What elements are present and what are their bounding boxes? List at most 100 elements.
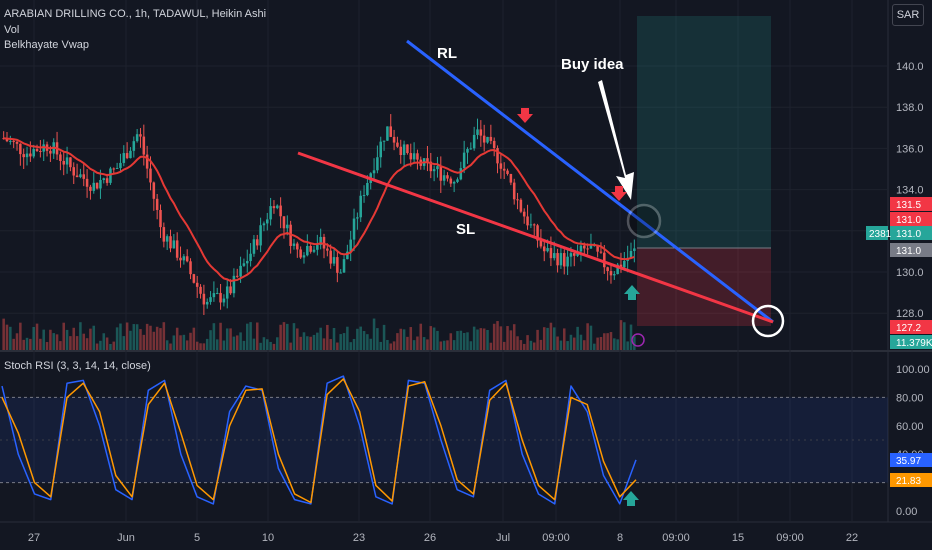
time-tick-label: 09:00: [542, 532, 570, 544]
candle-body: [362, 195, 366, 197]
volume-bar: [112, 341, 116, 350]
candle-body: [402, 144, 406, 156]
candle-body: [346, 251, 349, 260]
volume-bar: [579, 334, 583, 350]
volume-bar: [629, 324, 633, 350]
price-tick-label: 134.0: [896, 185, 924, 197]
volume-bar: [586, 323, 589, 350]
candle-body: [359, 195, 362, 218]
candle-body: [462, 152, 466, 169]
candle-body: [349, 239, 352, 252]
volume-bar: [489, 342, 493, 350]
candle-body: [342, 259, 346, 273]
candle-body: [389, 126, 393, 137]
volume-bar: [436, 330, 439, 350]
candle-body: [516, 199, 519, 201]
currency-button[interactable]: SAR: [892, 4, 924, 26]
time-tick-label: 22: [846, 532, 858, 544]
price-label-box: [890, 243, 932, 257]
candle-body: [392, 136, 396, 143]
volume-bar: [409, 327, 413, 350]
volume-bar: [312, 334, 316, 350]
candle-body: [526, 216, 529, 226]
volume-bar: [619, 320, 623, 350]
volume-bar: [426, 339, 429, 350]
volume-bar: [115, 327, 119, 350]
rsi-d-value: 21.83: [896, 476, 921, 487]
candle-body: [239, 265, 242, 277]
candle-body: [482, 135, 486, 143]
candle-body: [129, 150, 132, 159]
volume-bar: [89, 328, 92, 350]
volume-bar: [526, 335, 529, 350]
candle-body: [469, 148, 473, 150]
candle-body: [125, 153, 129, 159]
candle-body: [522, 211, 526, 217]
candle-body: [306, 245, 309, 256]
candle-body: [282, 216, 286, 229]
candle-body: [122, 153, 126, 163]
volume-bar: [379, 341, 382, 350]
volume-bar: [169, 343, 172, 350]
candle-body: [149, 168, 152, 183]
volume-bar: [152, 331, 156, 350]
volume-bar: [539, 339, 543, 350]
volume-bar: [235, 335, 239, 350]
candle-body: [202, 293, 206, 305]
candle-body: [82, 174, 86, 179]
candle-body: [379, 141, 382, 158]
candle-body: [486, 136, 489, 143]
volume-bar: [459, 330, 463, 350]
volume-bar: [492, 323, 496, 350]
volume-bar: [189, 332, 192, 350]
candle-body: [599, 251, 603, 253]
volume-bar: [99, 340, 102, 350]
candle-body: [212, 293, 216, 298]
rsi-tick-label: 60.00: [896, 421, 924, 433]
volume-bar: [29, 338, 32, 350]
candle-body: [569, 253, 573, 257]
candle-body: [152, 182, 156, 199]
volume-bar: [42, 329, 45, 350]
candle-body: [169, 236, 172, 249]
candle-body: [446, 175, 449, 179]
rsi-tick-label: 0.00: [896, 506, 917, 518]
volume-bar: [326, 324, 329, 350]
volume-bar: [269, 341, 272, 350]
candle-body: [39, 150, 42, 152]
candle-body: [332, 257, 336, 264]
candle-body: [382, 140, 386, 142]
rsi-tick-label: 100.00: [896, 364, 930, 376]
volume-bar: [322, 338, 326, 350]
volume-bar: [159, 328, 162, 350]
candle-body: [292, 243, 296, 246]
volume-bar: [482, 328, 486, 350]
volume-bar: [289, 342, 292, 350]
candle-body: [366, 182, 369, 196]
candle-body: [266, 219, 269, 224]
volume-bar: [15, 333, 19, 350]
price-label-box: [890, 226, 932, 240]
price-label-box: [890, 197, 932, 211]
axes: 140.0138.0136.0134.0132.0130.0128.027Jun…: [28, 61, 932, 544]
candle-body: [546, 248, 549, 252]
candle-body: [19, 143, 22, 155]
volume-bar: [382, 324, 386, 350]
volume-bar: [576, 326, 579, 350]
volume-bar: [522, 343, 526, 350]
candle-body: [519, 199, 523, 212]
candle-body: [229, 286, 232, 294]
time-tick-label: 5: [194, 532, 200, 544]
price-label-box: [890, 320, 932, 334]
volume-bar: [286, 323, 289, 350]
volume-bar: [452, 340, 456, 350]
candle-body: [22, 154, 25, 158]
vwap-line: [3, 137, 635, 283]
candle-body: [62, 160, 65, 165]
volume-bar: [599, 337, 603, 350]
volume-bar: [623, 322, 626, 350]
candle-body: [72, 167, 76, 176]
volume-bar: [22, 339, 25, 350]
candle-body: [456, 179, 459, 182]
